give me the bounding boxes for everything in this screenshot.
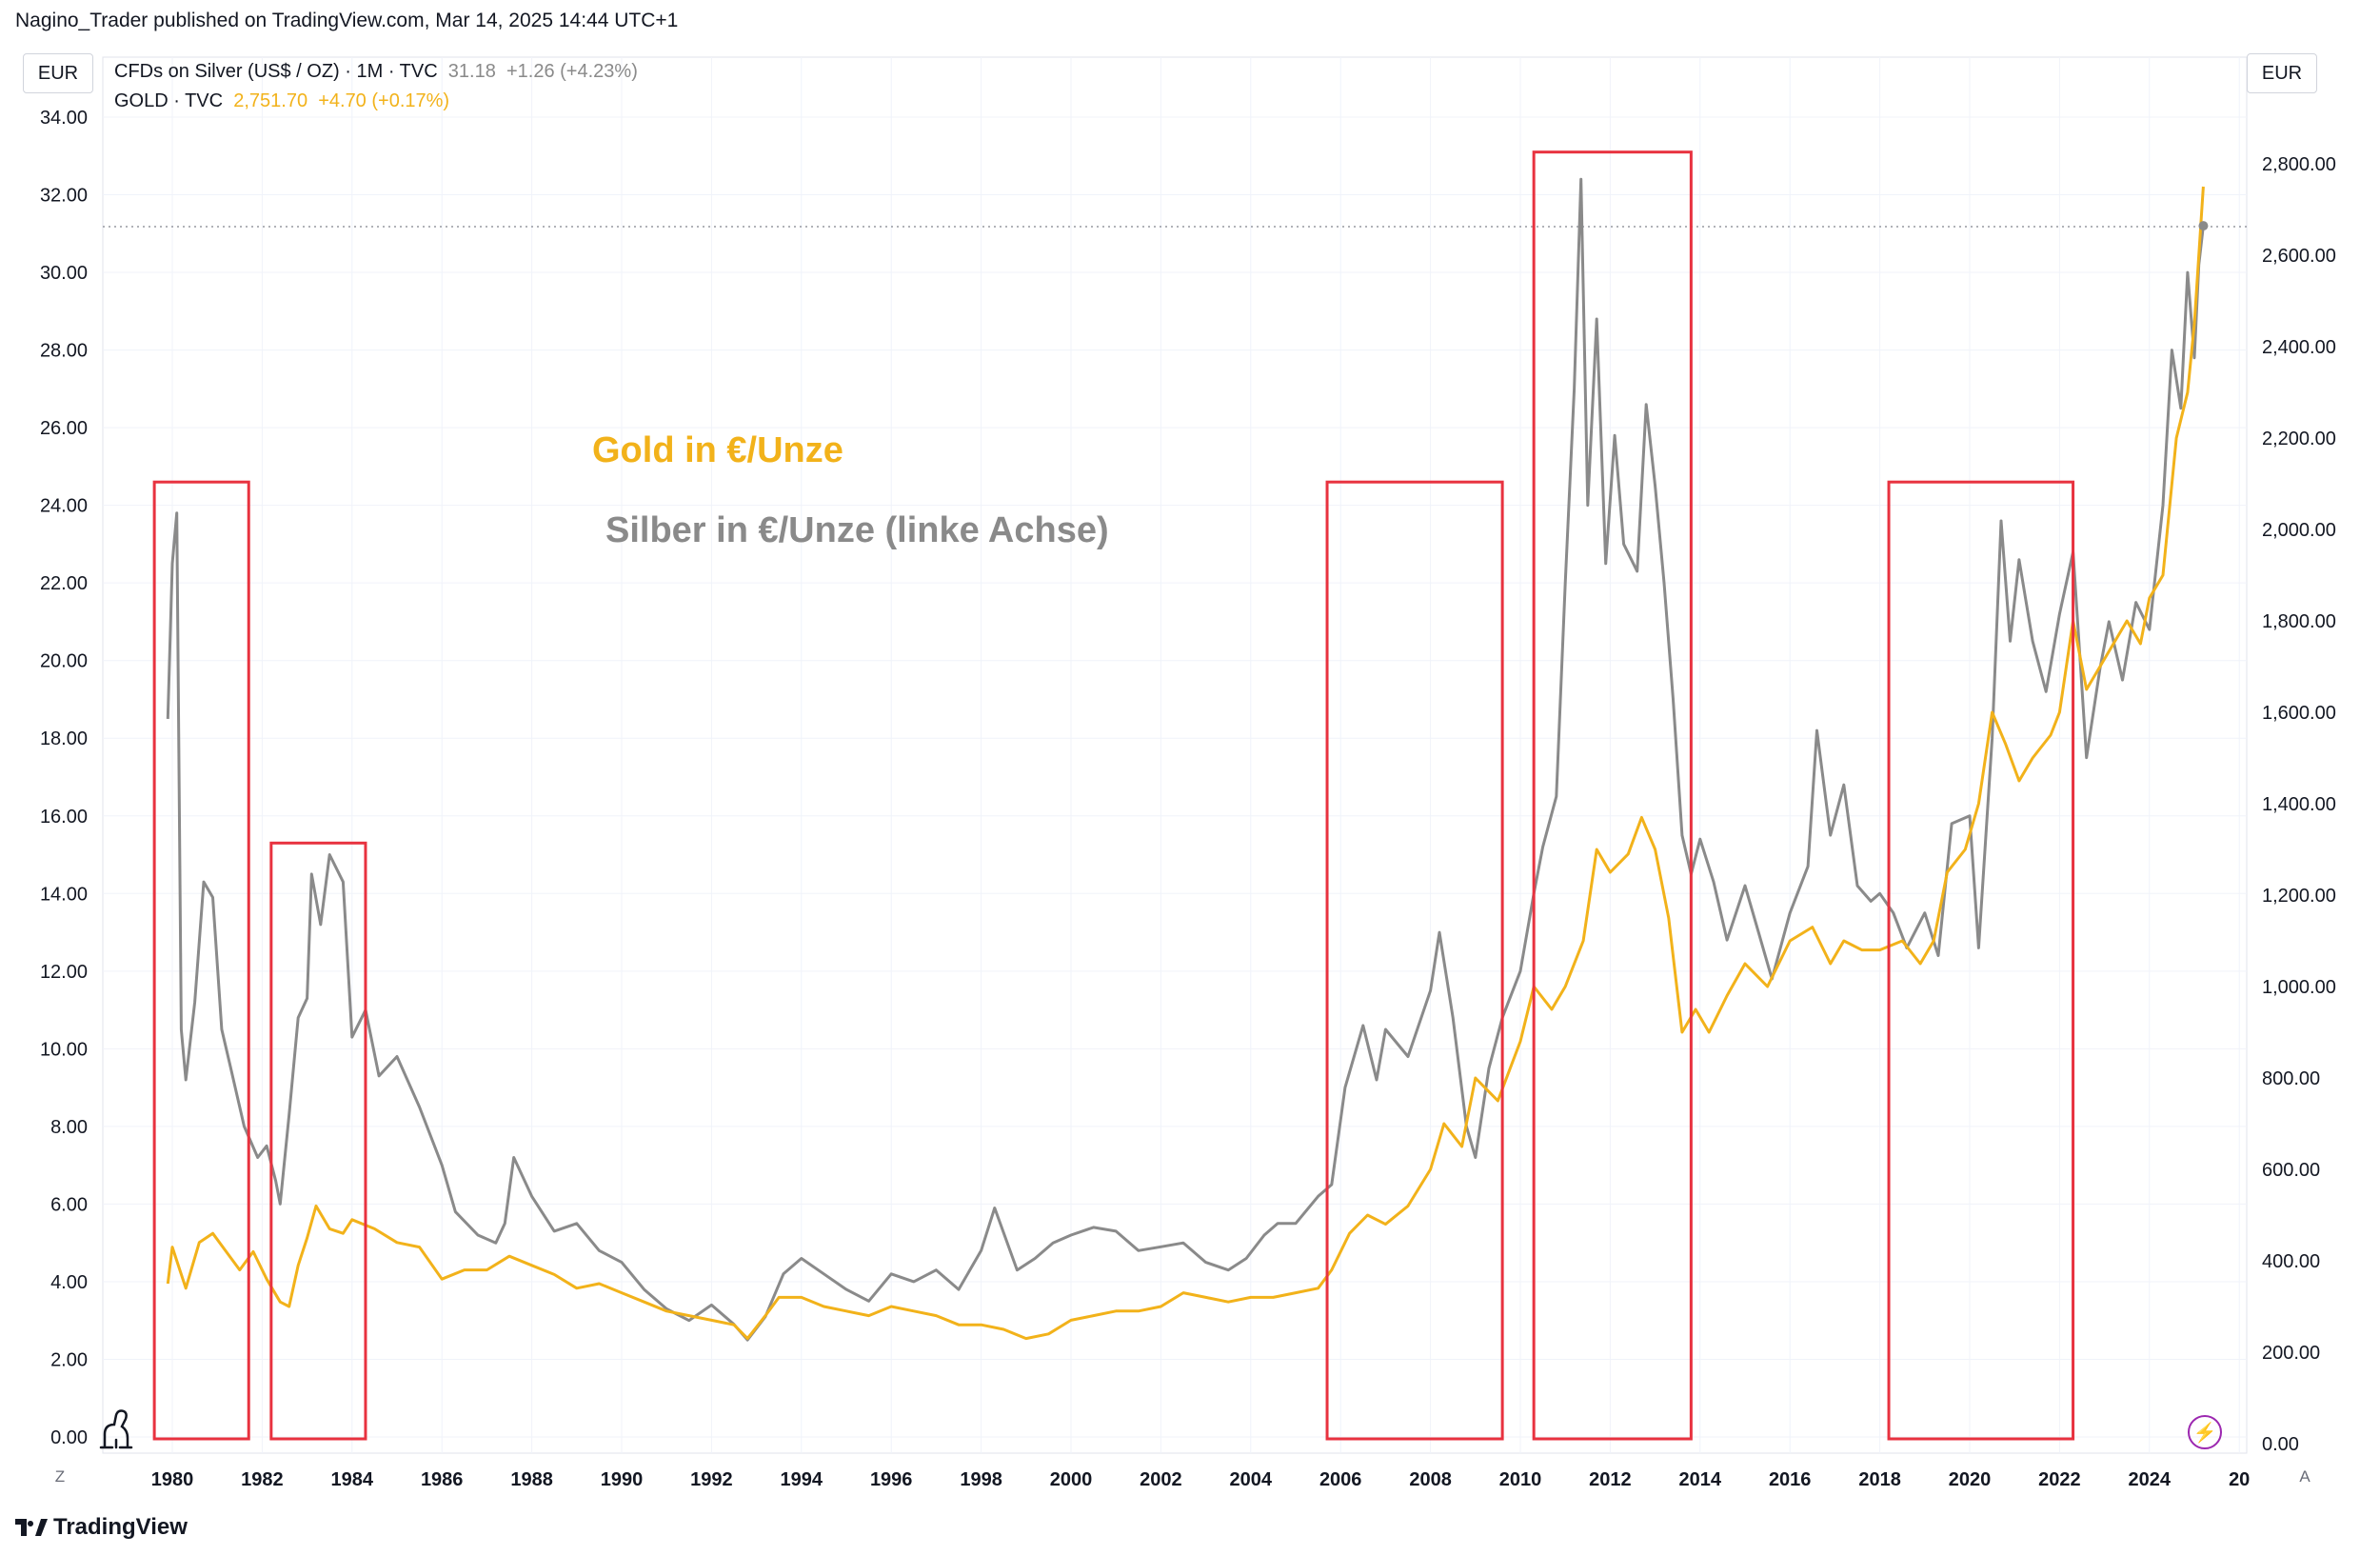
tradingview-footer[interactable]: TradingView [15,1514,188,1541]
right-currency-button[interactable]: EUR [2247,53,2317,93]
gold-annotation: Gold in €/Unze [592,430,843,470]
tradingview-logo-icon [15,1519,48,1536]
legend-gold-symbol: GOLD · TVC [114,90,224,111]
x-axis-tick-label: 2014 [1679,1469,1722,1490]
highlight-box [269,841,367,1441]
highlight-box [1887,480,2075,1441]
right-axis-tick-label: 2,000.00 [2262,520,2336,541]
x-axis-tick-label: 1994 [781,1469,823,1490]
x-axis-tick-label: 2022 [2038,1469,2081,1490]
left-axis-tick-label: 32.00 [40,186,88,207]
x-axis-tick-label: 2000 [1050,1469,1093,1490]
right-axis-tick-label: 2,800.00 [2262,154,2336,175]
gold-price-line [166,186,2205,1341]
silver-price-line [166,177,2205,1342]
left-axis-tick-label: 2.00 [50,1349,88,1370]
left-axis-tick-label: 26.00 [40,418,88,439]
x-axis-tick-label: 2002 [1140,1469,1182,1490]
left-axis-tick-label: 8.00 [50,1117,88,1138]
silver-annotation: Silber in €/Unze (linke Achse) [605,510,1109,550]
x-axis-tick-label: 1982 [241,1469,284,1490]
right-axis-tick-label: 2,400.00 [2262,337,2336,358]
left-axis-tick-label: 28.00 [40,341,88,362]
highlight-box [1532,150,1693,1441]
legend-gold-change: +4.70 (+0.17%) [318,90,450,111]
x-axis-tick-label: 2010 [1499,1469,1542,1490]
tradingview-dino-icon [99,1409,133,1449]
timezone-button[interactable]: Z [54,1467,66,1486]
x-axis-tick-label: 2012 [1589,1469,1632,1490]
right-axis-tick-label: 600.00 [2262,1160,2320,1181]
legend-silver-change: +1.26 (+4.23%) [506,61,638,82]
x-axis-tick-label: 2020 [1949,1469,1992,1490]
right-axis-tick-label: 400.00 [2262,1251,2320,1272]
x-axis-tick-label: 2006 [1319,1469,1362,1490]
x-axis-tick-label: 20 [2229,1469,2250,1490]
x-axis-tick-label: 1980 [151,1469,194,1490]
left-axis-tick-label: 34.00 [40,108,88,129]
left-axis-tick-label: 18.00 [40,728,88,749]
left-axis-tick-label: 6.00 [50,1194,88,1215]
right-axis-tick-label: 200.00 [2262,1343,2320,1364]
x-axis-tick-label: 2024 [2129,1469,2172,1490]
legend-gold-row[interactable]: GOLD · TVC 2,751.70 +4.70 (+0.17%) [114,87,638,116]
legend-silver-row[interactable]: CFDs on Silver (US$ / OZ) · 1M · TVC 31.… [114,57,638,87]
legend-gold-price: 2,751.70 [233,90,308,111]
x-axis-tick-label: 2008 [1409,1469,1452,1490]
left-axis-tick-label: 16.00 [40,807,88,828]
x-axis-tick-label: 1998 [960,1469,1002,1490]
right-axis-tick-label: 2,600.00 [2262,246,2336,267]
right-axis-tick-label: 1,800.00 [2262,611,2336,632]
auto-scale-button[interactable]: A [2299,1467,2311,1486]
attribution-text: Nagino_Trader published on TradingView.c… [15,10,679,31]
left-axis-tick-label: 4.00 [50,1272,88,1293]
right-axis-tick-label: 1,600.00 [2262,703,2336,724]
chart-legend: CFDs on Silver (US$ / OZ) · 1M · TVC 31.… [114,57,638,116]
left-axis-tick-label: 0.00 [50,1427,88,1448]
right-axis-tick-label: 1,400.00 [2262,794,2336,815]
left-axis-tick-label: 10.00 [40,1039,88,1060]
left-axis-tick-label: 20.00 [40,651,88,672]
x-axis-tick-label: 2004 [1230,1469,1273,1490]
right-axis-tick-label: 2,200.00 [2262,429,2336,449]
silver-last-point [2198,221,2209,231]
right-axis-tick-label: 800.00 [2262,1068,2320,1089]
left-currency-button[interactable]: EUR [23,53,93,93]
footer-brand-text: TradingView [53,1514,188,1540]
left-axis-tick-label: 30.00 [40,263,88,284]
x-axis-tick-label: 1984 [331,1469,374,1490]
right-axis-tick-label: 1,000.00 [2262,977,2336,998]
x-axis-tick-label: 2016 [1769,1469,1812,1490]
lightning-icon[interactable]: ⚡ [2188,1415,2222,1449]
left-axis-tick-label: 14.00 [40,884,88,905]
x-axis-tick-label: 1988 [510,1469,553,1490]
x-axis-tick-label: 1996 [870,1469,913,1490]
highlight-box [1325,480,1504,1441]
left-axis-tick-label: 22.00 [40,573,88,594]
right-axis-tick-label: 0.00 [2262,1434,2299,1455]
highlight-box [152,480,250,1441]
x-axis-tick-label: 1992 [690,1469,733,1490]
left-axis-tick-label: 24.00 [40,496,88,517]
x-axis-tick-label: 1990 [601,1469,644,1490]
legend-silver-price: 31.18 [447,61,496,82]
right-axis-tick-label: 1,200.00 [2262,886,2336,907]
price-chart[interactable]: 0.00 2.00 4.00 6.00 8.00 10.00 12.00 14.00 16.00… [15,48,2365,1505]
legend-silver-symbol: CFDs on Silver (US$ / OZ) · 1M · TVC [114,61,438,82]
x-axis-tick-label: 1986 [421,1469,464,1490]
left-axis-tick-label: 12.00 [40,962,88,983]
x-axis-tick-label: 2018 [1858,1469,1901,1490]
